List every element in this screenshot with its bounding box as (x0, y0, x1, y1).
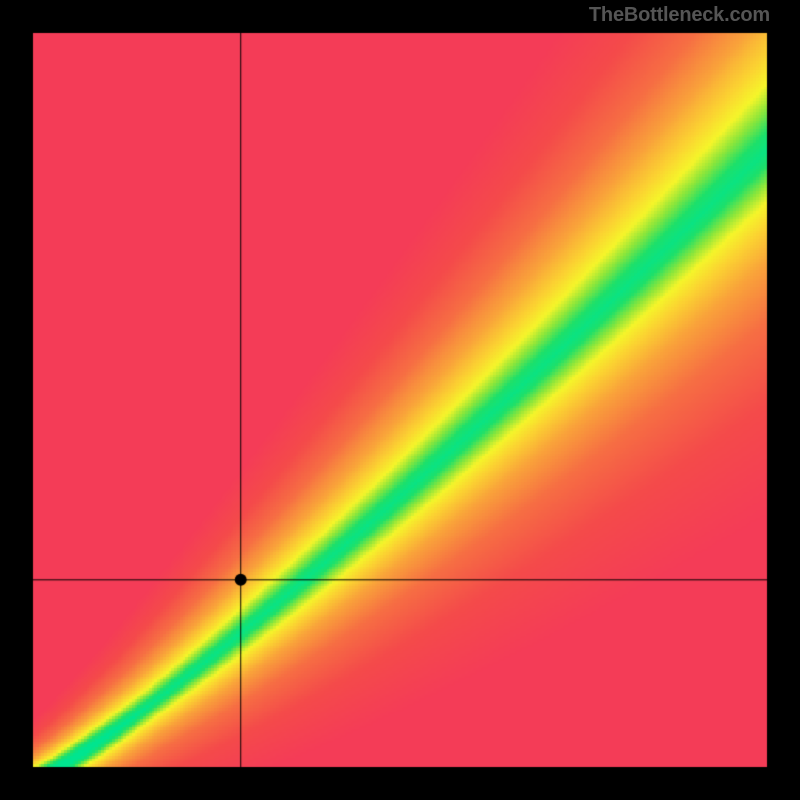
chart-container: TheBottleneck.com (0, 0, 800, 800)
heatmap-canvas (0, 0, 800, 800)
attribution-label: TheBottleneck.com (589, 4, 770, 27)
